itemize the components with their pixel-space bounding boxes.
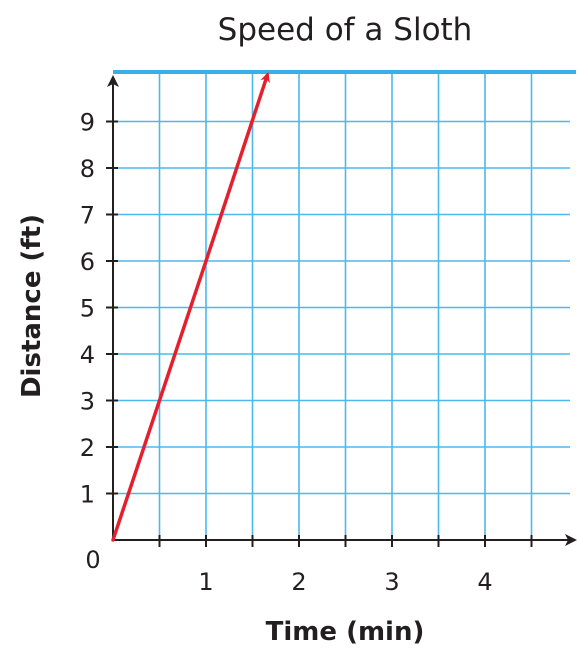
y-tick-label: 9 [80,109,95,137]
y-tick-label: 1 [80,481,95,509]
series-line [111,72,270,542]
y-tick-label: 6 [80,248,95,276]
y-tick-label: 4 [80,341,95,369]
y-tick-label: 2 [80,434,95,462]
tick-labels: 1 2 3 4 1 2 3 4 5 6 7 8 9 [80,109,493,597]
series [111,72,270,542]
x-tick-label: 1 [198,568,213,596]
y-tick-label: 3 [80,388,95,416]
chart-title: Speed of a Sloth [218,12,473,48]
origin-label: 0 [85,546,100,574]
y-tick-label: 8 [80,155,95,183]
tick-marks [106,120,533,547]
y-tick-label: 5 [80,295,95,323]
x-tick-label: 3 [384,568,399,596]
grid [113,70,576,540]
x-tick-label: 2 [291,568,306,596]
x-tick-label: 4 [477,568,492,596]
axes [107,75,577,546]
y-tick-label: 7 [80,202,95,230]
y-axis-label: Distance (ft) [17,214,47,398]
x-axis-label: Time (min) [266,617,425,647]
